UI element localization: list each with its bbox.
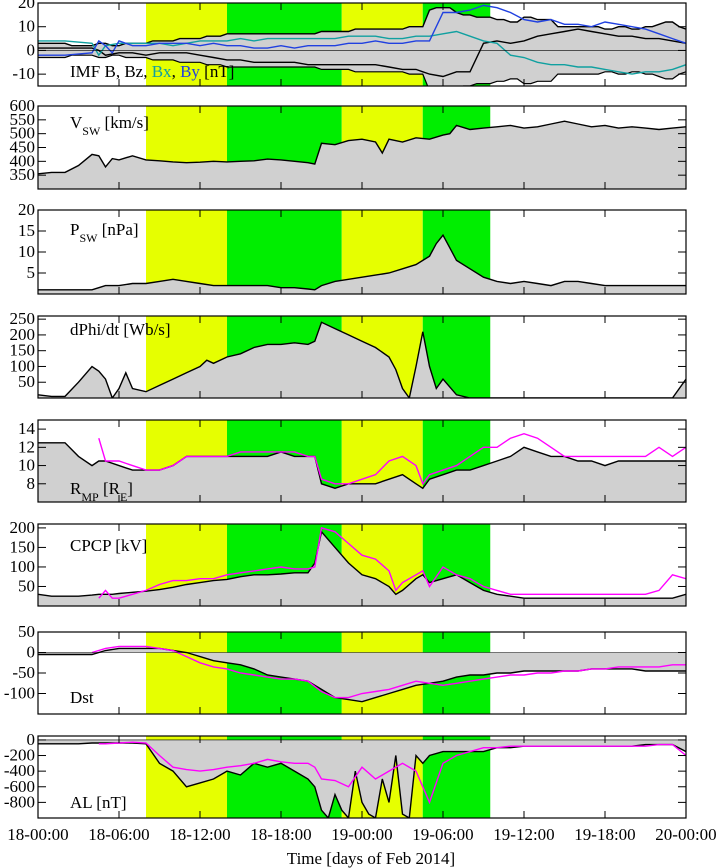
series-line-RMP-model [98, 432, 686, 486]
x-axis-title: Time [days of Feb 2014] [287, 849, 455, 868]
y-tick-label: 100 [10, 356, 36, 375]
series-fill-Vsw [38, 121, 686, 189]
y-tick-label: 10 [18, 17, 35, 36]
y-tick-label: 100 [10, 557, 36, 576]
panel-label-3: PSW [nPa] [70, 220, 139, 245]
series-line-CPCP-model [98, 527, 686, 599]
y-tick-label: 20 [18, 200, 35, 219]
x-tick-label: 18-18:00 [250, 825, 311, 844]
y-tick-label: 250 [10, 309, 36, 328]
y-tick-label: 400 [10, 151, 36, 170]
x-tick-label: 19-06:00 [412, 825, 473, 844]
x-tick-label: 19-12:00 [493, 825, 554, 844]
y-tick-label: 0 [27, 40, 36, 59]
y-tick-label: 14 [18, 419, 36, 438]
series-fill-RMP [38, 442, 686, 502]
y-tick-label: 150 [10, 537, 36, 556]
panel-3: 5 10 15 20 PSW [nPa] [18, 200, 687, 295]
y-tick-label: 550 [10, 110, 36, 129]
x-tick-label: 19-18:00 [574, 825, 635, 844]
y-tick-label: 200 [10, 518, 36, 537]
panel-7: -100 -500 50 Dst [4, 622, 687, 715]
x-tick-label: 18-12:00 [169, 825, 230, 844]
series-fill-CPCP [38, 531, 686, 606]
series-line-RMP [38, 442, 686, 490]
y-tick-label: 10 [18, 456, 35, 475]
series-line-B-lower [38, 54, 686, 86]
series-fill-AL [38, 739, 686, 818]
panel-label-2: VSW [km/s] [70, 113, 149, 138]
series-line-Bz [38, 28, 686, 78]
series-line-Psw [38, 233, 686, 291]
x-axis: 18-00:00 18-06:00 18-12:00 18-18:00 19-00:00… [7, 825, 716, 844]
y-tick-label: -600 [4, 777, 35, 796]
y-tick-label: 0 [27, 643, 36, 662]
panel-1: -10 0 10 20 IMF B, Bz, Bx, By [nT] [12, 0, 687, 87]
y-tick-label: 500 [10, 124, 36, 143]
series-fill-B [38, 7, 686, 86]
panel-label-1: IMF B, Bz, Bx, By [nT] [70, 62, 234, 81]
panel-label-8: AL [nT] [70, 793, 127, 812]
series-line-By [38, 4, 686, 56]
shade-interval-1 [146, 632, 227, 714]
y-tick-label: 50 [18, 372, 35, 391]
y-tick-label: 12 [18, 437, 35, 456]
x-tick-label: 20-00:00 [655, 825, 716, 844]
y-tick-label: 450 [10, 138, 36, 157]
y-tick-label: 10 [18, 242, 35, 261]
y-tick-label: 8 [27, 474, 36, 493]
panel-label-7: Dst [70, 688, 94, 707]
shade-interval-1 [146, 210, 227, 294]
series-line-Vsw [38, 120, 686, 175]
y-tick-label: 600 [10, 96, 36, 115]
y-tick-label: 50 [18, 576, 35, 595]
x-tick-label: 19-00:00 [331, 825, 392, 844]
y-tick-label: 0 [27, 730, 36, 749]
shade-interval-2 [227, 210, 342, 294]
y-tick-label: -400 [4, 761, 35, 780]
y-tick-label: 150 [10, 341, 36, 360]
series-fill-dPhi [38, 322, 686, 398]
panel-label-6: CPCP [kV] [70, 536, 147, 555]
series-line-AL-model [98, 741, 686, 805]
y-tick-label: 50 [18, 622, 35, 641]
y-tick-label: -50 [12, 663, 35, 682]
series-line-dPhi [38, 321, 686, 398]
series-fill-Psw [38, 235, 686, 294]
panel-label-5: RMP [RE] [70, 479, 133, 504]
series-line-Dst-model [91, 645, 686, 699]
y-tick-label: -200 [4, 746, 35, 765]
y-tick-label: 5 [27, 263, 36, 282]
y-tick-label: -100 [4, 684, 35, 703]
series-fill-Dst [38, 648, 686, 702]
y-tick-label: 15 [18, 221, 35, 240]
y-tick-label: 200 [10, 325, 36, 344]
y-tick-label: 350 [10, 165, 36, 184]
panel-label-4: dPhi/dt [Wb/s] [70, 320, 171, 339]
x-tick-label: 18-06:00 [88, 825, 149, 844]
x-tick-label: 18-00:00 [7, 825, 68, 844]
y-tick-label: -800 [4, 792, 35, 811]
series-line-CPCP [38, 530, 686, 599]
y-tick-label: 20 [18, 0, 35, 12]
y-tick-label: -10 [12, 64, 35, 83]
